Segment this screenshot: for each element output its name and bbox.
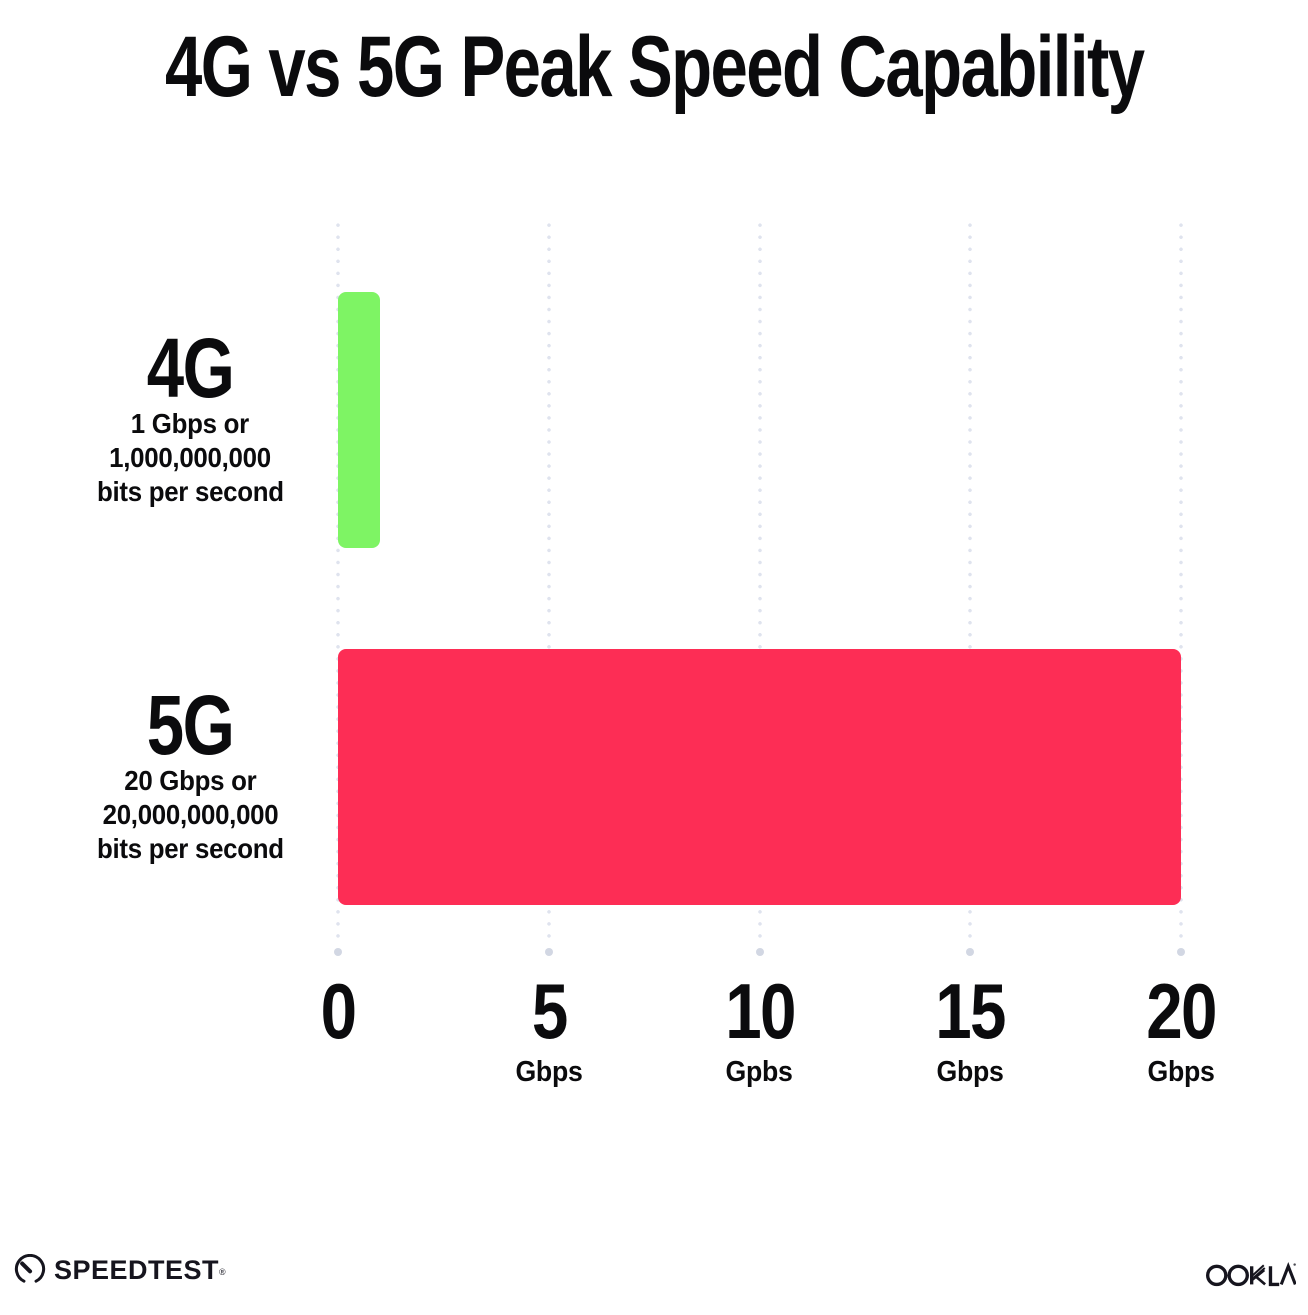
x-tick-number: 10 (718, 967, 801, 1055)
row-sublabel: bits per second (25, 475, 355, 509)
row-label-4g: 4G 1 Gbps or 1,000,000,000 bits per second (25, 321, 355, 510)
ookla-trademark (1293, 1263, 1296, 1266)
x-tick-5: 5 Gbps (512, 967, 585, 1089)
row-sublabel-text: 20,000,000,000 (102, 799, 278, 831)
gridline-5 (544, 223, 553, 956)
bar-4g (338, 292, 381, 548)
x-tick-unit: Gbps (929, 1056, 1012, 1089)
row-sublabel-text: bits per second (96, 476, 284, 508)
x-tick-unit: Gbps (1140, 1056, 1223, 1089)
row-sublabel: bits per second (25, 832, 355, 866)
speedtest-gauge-icon (14, 1254, 46, 1283)
row-sublabel-text: bits per second (96, 833, 284, 865)
x-tick-value: 10 (724, 967, 796, 1055)
row-title: 5G (25, 678, 355, 772)
row-sublabel: 1,000,000,000 (25, 441, 355, 475)
x-tick-value: 5 (531, 967, 567, 1055)
row-sublabel: 1 Gbps or (25, 407, 355, 441)
row-title-text: 4G (146, 321, 235, 415)
page-title-text: 4G vs 5G Peak Speed Capability (164, 19, 1145, 115)
x-tick-unit-text: Gbps (515, 1055, 583, 1088)
row-label-5g: 5G 20 Gbps or 20,000,000,000 bits per secon… (25, 678, 355, 867)
speedtest-label: SPEEDTEST (54, 1255, 220, 1285)
x-tick-number: 5 (512, 967, 585, 1055)
x-tick-unit-text: Gpbs (725, 1055, 794, 1088)
row-sublabel: 20,000,000,000 (25, 798, 355, 832)
x-tick-number: 0 (317, 967, 358, 1055)
ookla-wordmark-icon (1206, 1262, 1297, 1287)
x-tick-10: 10 Gpbs (718, 967, 801, 1089)
x-tick-0: 0 (317, 967, 358, 1055)
x-tick-unit: Gpbs (718, 1056, 801, 1089)
ookla-logo (1206, 1260, 1297, 1293)
x-tick-unit: Gbps (512, 1056, 585, 1089)
bar-5g (338, 649, 1181, 905)
speedtest-wordmark: SPEEDTEST® (54, 1254, 226, 1286)
x-tick-unit-text: Gbps (1147, 1055, 1215, 1088)
speedtest-trademark: ® (219, 1267, 227, 1277)
row-title: 4G (25, 321, 355, 415)
page-title: 4G vs 5G Peak Speed Capability (0, 18, 1308, 117)
x-tick-value: 0 (320, 967, 357, 1055)
x-tick-value: 15 (935, 967, 1006, 1055)
x-tick-20: 20 Gbps (1140, 967, 1223, 1089)
row-sublabel-text: 1,000,000,000 (109, 442, 271, 474)
gridline-15 (966, 223, 975, 956)
speedtest-logo: SPEEDTEST® (14, 1254, 226, 1286)
x-tick-unit-text: Gbps (936, 1055, 1004, 1088)
x-tick-number: 20 (1140, 967, 1223, 1055)
x-tick-number: 15 (929, 967, 1012, 1055)
gridline-0 (334, 223, 342, 956)
gridline-20 (1177, 223, 1185, 956)
x-tick-15: 15 Gbps (929, 967, 1012, 1089)
gridline-10 (755, 223, 764, 956)
row-sublabel-text: 1 Gbps or (130, 408, 250, 440)
row-sublabel: 20 Gbps or (25, 764, 355, 798)
x-tick-value: 20 (1146, 967, 1217, 1055)
row-title-text: 5G (146, 678, 235, 772)
row-sublabel-text: 20 Gbps or (123, 765, 257, 797)
